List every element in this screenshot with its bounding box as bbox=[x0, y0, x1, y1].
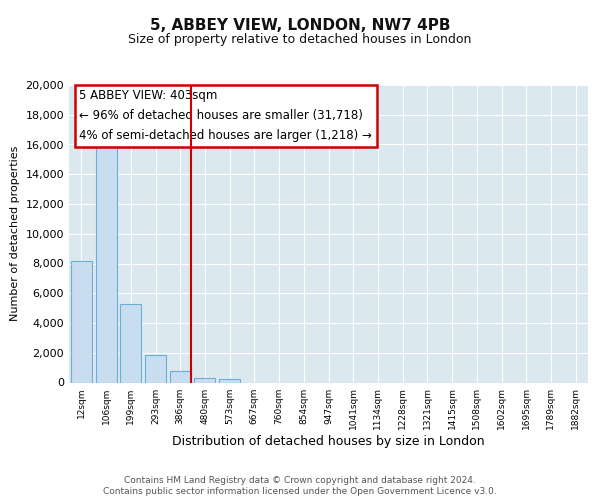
Bar bbox=[120, 304, 141, 382]
Text: 5, ABBEY VIEW, LONDON, NW7 4PB: 5, ABBEY VIEW, LONDON, NW7 4PB bbox=[150, 18, 450, 32]
Text: Contains public sector information licensed under the Open Government Licence v3: Contains public sector information licen… bbox=[103, 488, 497, 496]
Bar bbox=[145, 355, 166, 382]
Text: 5 ABBEY VIEW: 403sqm
← 96% of detached houses are smaller (31,718)
4% of semi-de: 5 ABBEY VIEW: 403sqm ← 96% of detached h… bbox=[79, 90, 372, 142]
Bar bbox=[95, 136, 116, 382]
Text: Size of property relative to detached houses in London: Size of property relative to detached ho… bbox=[128, 32, 472, 46]
Bar bbox=[170, 370, 191, 382]
Bar bbox=[71, 260, 92, 382]
Bar bbox=[219, 379, 240, 382]
Bar bbox=[194, 378, 215, 382]
Y-axis label: Number of detached properties: Number of detached properties bbox=[10, 146, 20, 322]
Text: Contains HM Land Registry data © Crown copyright and database right 2024.: Contains HM Land Registry data © Crown c… bbox=[124, 476, 476, 485]
X-axis label: Distribution of detached houses by size in London: Distribution of detached houses by size … bbox=[172, 435, 485, 448]
